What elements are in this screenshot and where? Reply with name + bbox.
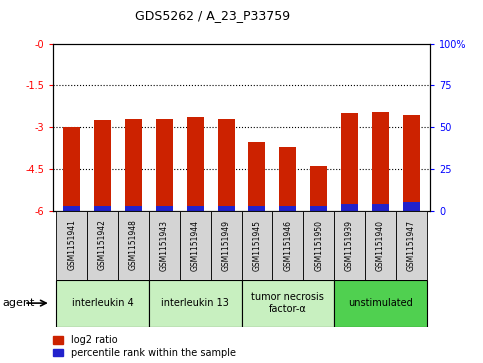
Text: GSM1151939: GSM1151939: [345, 220, 354, 270]
Bar: [334, 280, 427, 327]
Text: interleukin 13: interleukin 13: [161, 298, 229, 308]
Text: GSM1151950: GSM1151950: [314, 220, 323, 270]
Bar: [310, 205, 327, 211]
Text: GSM1151949: GSM1151949: [222, 220, 230, 270]
Bar: [125, 119, 142, 211]
Text: GSM1151947: GSM1151947: [407, 220, 416, 270]
Bar: [272, 211, 303, 280]
Bar: [156, 119, 173, 211]
Text: tumor necrosis
factor-α: tumor necrosis factor-α: [251, 292, 324, 314]
Bar: [63, 127, 80, 211]
Bar: [341, 204, 358, 211]
Text: GSM1151946: GSM1151946: [284, 220, 292, 270]
Bar: [149, 280, 242, 327]
Bar: [63, 205, 80, 211]
Bar: [94, 205, 111, 211]
Bar: [94, 120, 111, 211]
Bar: [87, 211, 118, 280]
Bar: [396, 211, 427, 280]
Bar: [403, 202, 420, 211]
Bar: [365, 211, 396, 280]
Bar: [217, 119, 235, 211]
Bar: [180, 211, 211, 280]
Bar: [310, 166, 327, 211]
Text: GSM1151944: GSM1151944: [191, 220, 199, 270]
Bar: [156, 205, 173, 211]
Bar: [279, 205, 296, 211]
Bar: [187, 117, 204, 211]
Bar: [303, 211, 334, 280]
Text: GDS5262 / A_23_P33759: GDS5262 / A_23_P33759: [135, 9, 290, 22]
Bar: [118, 211, 149, 280]
Text: GSM1151940: GSM1151940: [376, 220, 385, 270]
Bar: [279, 147, 296, 211]
Bar: [334, 211, 365, 280]
Bar: [248, 142, 266, 211]
Bar: [341, 113, 358, 211]
Bar: [125, 205, 142, 211]
Bar: [372, 112, 389, 211]
Text: unstimulated: unstimulated: [348, 298, 413, 308]
Bar: [217, 205, 235, 211]
Legend: log2 ratio, percentile rank within the sample: log2 ratio, percentile rank within the s…: [53, 335, 236, 358]
Bar: [56, 211, 87, 280]
Text: GSM1151941: GSM1151941: [67, 220, 76, 270]
Bar: [242, 211, 272, 280]
Bar: [149, 211, 180, 280]
Text: GSM1151948: GSM1151948: [129, 220, 138, 270]
Bar: [211, 211, 242, 280]
Bar: [187, 205, 204, 211]
Bar: [403, 115, 420, 211]
Bar: [56, 280, 149, 327]
Bar: [242, 280, 334, 327]
Text: GSM1151943: GSM1151943: [160, 220, 169, 270]
Text: agent: agent: [2, 298, 35, 308]
Bar: [248, 205, 266, 211]
Text: GSM1151945: GSM1151945: [253, 220, 261, 270]
Bar: [372, 204, 389, 211]
Text: GSM1151942: GSM1151942: [98, 220, 107, 270]
Text: interleukin 4: interleukin 4: [71, 298, 133, 308]
